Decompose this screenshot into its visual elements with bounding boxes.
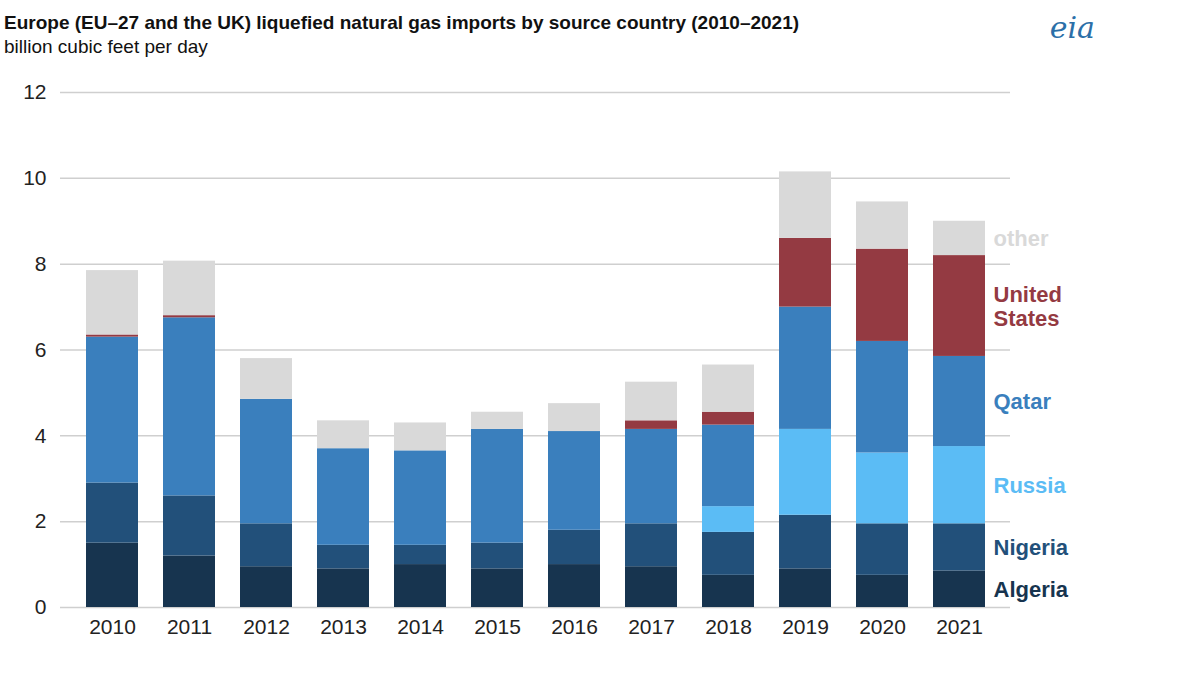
html-text:billion cubic feet per day: billion cubic feet per day: [4, 36, 208, 57]
svg-text:10: 10: [23, 166, 46, 189]
svg-text:4: 4: [35, 424, 47, 447]
svg-text:UnitedStates: UnitedStates: [994, 282, 1062, 331]
svg-text:6: 6: [35, 338, 47, 361]
svg-text:12: 12: [23, 80, 46, 103]
svg-text:2011: 2011: [167, 615, 212, 638]
svg-text:2021: 2021: [936, 615, 983, 638]
svg-text:2: 2: [35, 509, 47, 532]
svg-text:Algeria: Algeria: [994, 577, 1069, 602]
svg-text:2019: 2019: [782, 615, 829, 638]
svg-text:2013: 2013: [320, 615, 367, 638]
svg-text:8: 8: [35, 252, 47, 275]
html-text:Europe (EU–27 and the UK) liqu: Europe (EU–27 and the UK) liquefied natu…: [4, 12, 800, 33]
svg-text:Nigeria: Nigeria: [994, 535, 1069, 560]
svg-text:2010: 2010: [89, 615, 136, 638]
html-text:eia: eia: [1049, 10, 1095, 45]
svg-text:2020: 2020: [859, 615, 906, 638]
svg-text:Russia: Russia: [994, 473, 1067, 498]
svg-text:2016: 2016: [551, 615, 598, 638]
svg-text:0: 0: [35, 595, 47, 618]
svg-text:Qatar: Qatar: [994, 389, 1052, 414]
svg-text:2015: 2015: [474, 615, 521, 638]
svg-text:other: other: [994, 226, 1049, 251]
svg-text:2012: 2012: [243, 615, 290, 638]
svg-text:2014: 2014: [397, 615, 444, 638]
svg-text:2018: 2018: [705, 615, 752, 638]
svg-text:2017: 2017: [628, 615, 675, 638]
